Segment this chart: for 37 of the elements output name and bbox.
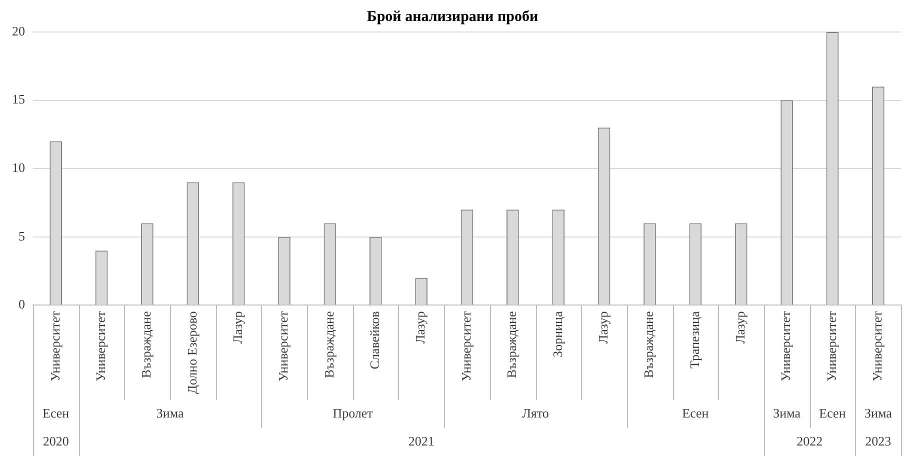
text: Есен xyxy=(42,405,70,420)
x-tick-label: Лазур xyxy=(732,311,748,344)
x-tick-label: Университет xyxy=(458,310,474,382)
y-tick-label: 0 xyxy=(18,296,25,312)
y-tick-label: 15 xyxy=(12,92,25,107)
x-tick-label: Възраждане xyxy=(138,311,154,378)
x-tick-label: Лазур xyxy=(230,311,245,344)
x-tick-label: Университет xyxy=(47,310,62,382)
x-tick-label: Университет xyxy=(276,310,291,382)
x-tick-label: Възраждане xyxy=(321,311,336,378)
y-tick-label: 10 xyxy=(12,160,25,176)
x-tick-label: Университет xyxy=(92,310,108,382)
chart-title: Брой анализирани проби xyxy=(366,8,538,25)
text: 2022 xyxy=(796,433,823,448)
text: 2020 xyxy=(42,433,69,448)
text: 2023 xyxy=(865,433,892,448)
text: Пролет xyxy=(332,405,374,420)
text: Зима xyxy=(156,405,184,420)
x-tick-label: Лазур xyxy=(595,311,610,344)
text: 2021 xyxy=(408,433,434,448)
text: Есен xyxy=(819,405,846,420)
y-tick-label: 5 xyxy=(18,228,25,244)
x-tick-label: Университет xyxy=(778,310,794,382)
x-tick-label: Долно Езерово xyxy=(184,311,200,394)
x-tick-label: Зорница xyxy=(550,310,565,358)
x-tick-label: Възраждане xyxy=(504,311,520,378)
x-tick-label: Университет xyxy=(824,310,839,382)
text: Зима xyxy=(773,405,801,420)
y-tick-label: 20 xyxy=(12,23,25,38)
x-tick-label: Славейков xyxy=(367,311,382,370)
x-tick-label: Трапезица xyxy=(686,310,702,368)
text: Есен xyxy=(682,405,709,420)
text: Зима xyxy=(864,405,892,420)
text: Лято xyxy=(522,405,549,420)
x-tick-label: Лазур xyxy=(412,311,428,344)
x-tick-label: Възраждане xyxy=(641,311,656,378)
x-tick-label: Университет xyxy=(870,310,885,382)
